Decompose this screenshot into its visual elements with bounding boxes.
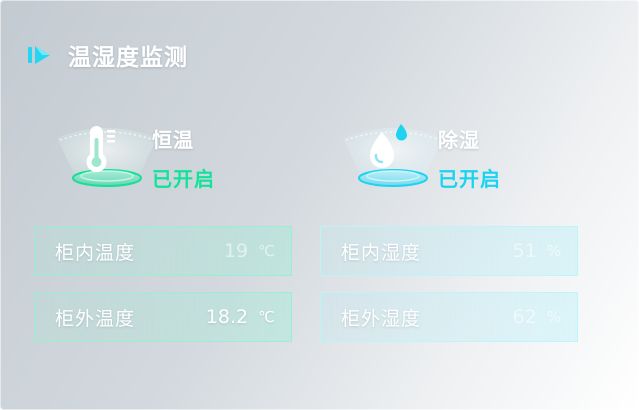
inner-humidity-value: 51 <box>512 240 537 262</box>
outer-temperature-value: 18.2 <box>205 306 249 328</box>
inner-humidity-label: 柜内湿度 <box>341 241 422 264</box>
thermostat-name: 恒温 <box>152 128 194 152</box>
inner-temperature-value: 19 <box>223 240 249 262</box>
panel-header: 温湿度监测 <box>28 38 188 72</box>
dehumidifier-device-graphic <box>338 118 448 194</box>
thermostat-status: 恒温 已开启 <box>152 124 215 192</box>
dehumidifier-status-text: 已开启 <box>438 167 501 191</box>
page-title: 温湿度监测 <box>68 45 188 71</box>
inner-temperature-card: 柜内温度 19 ℃ <box>34 226 292 276</box>
thermostat-status-text: 已开启 <box>152 167 215 191</box>
outer-temperature-card: 柜外温度 18.2 ℃ <box>34 292 292 342</box>
thermostat-device-graphic <box>52 118 162 194</box>
outer-humidity-card: 柜外湿度 62 % <box>320 292 578 342</box>
outer-temperature-label: 柜外温度 <box>55 307 136 330</box>
outer-humidity-value: 62 <box>512 306 537 328</box>
dehumidifier-name: 除湿 <box>438 128 480 152</box>
inner-humidity-unit: % <box>546 242 561 260</box>
inner-humidity-card: 柜内湿度 51 % <box>320 226 578 276</box>
inner-temperature-unit: ℃ <box>258 242 275 260</box>
play-chevron-icon <box>28 42 54 68</box>
outer-humidity-label: 柜外湿度 <box>341 307 422 330</box>
dehumidifier-status: 除湿 已开启 <box>438 124 501 192</box>
thermometer-icon <box>57 126 157 187</box>
outer-temperature-unit: ℃ <box>258 308 275 326</box>
outer-humidity-unit: % <box>546 308 561 326</box>
water-drop-icon <box>343 124 443 187</box>
inner-temperature-label: 柜内温度 <box>55 241 136 264</box>
